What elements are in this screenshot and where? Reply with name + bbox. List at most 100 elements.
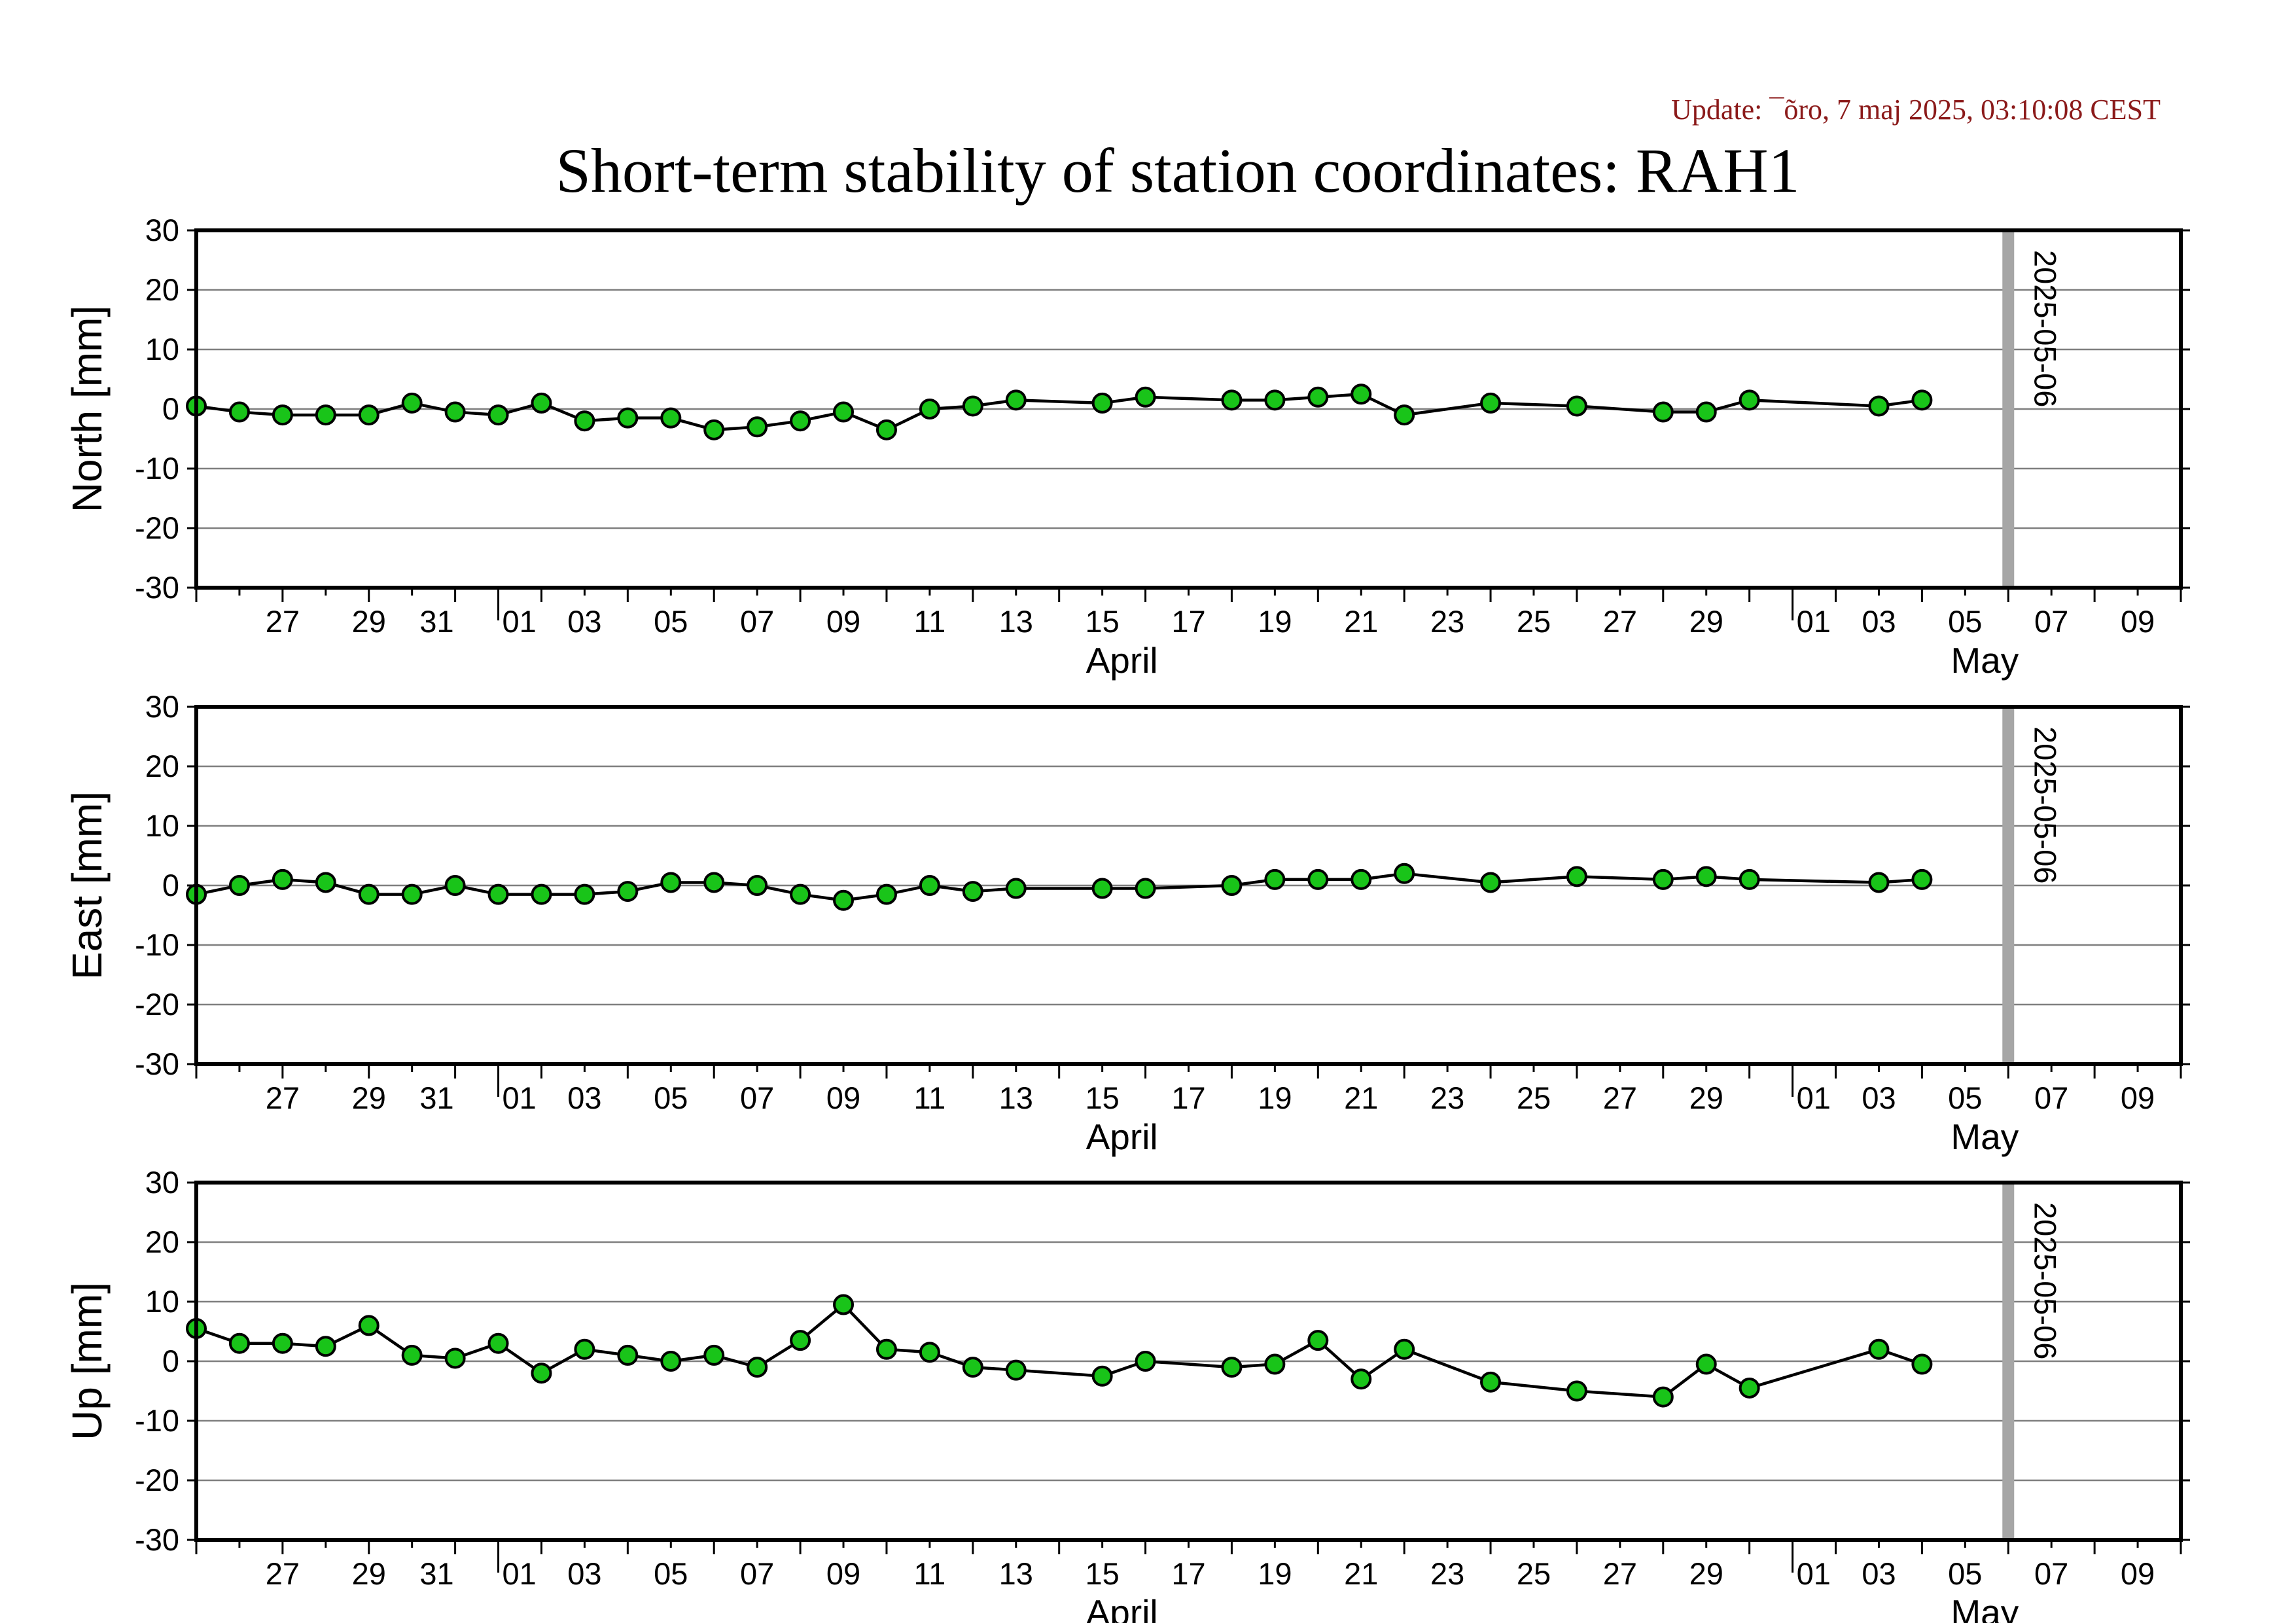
data-point — [962, 395, 983, 417]
x-tick-label: 23 — [1430, 1080, 1464, 1115]
data-point — [875, 419, 897, 440]
x-tick-label: 09 — [2121, 604, 2155, 639]
x-tick-label: 07 — [740, 1556, 774, 1591]
data-point — [1652, 401, 1674, 423]
data-point — [962, 1357, 983, 1378]
x-tick-label: 03 — [1862, 1080, 1896, 1115]
reference-date-label: 2025-05-06 — [2028, 1202, 2062, 1359]
x-tick-label: 27 — [266, 1080, 300, 1115]
data-point — [1652, 868, 1674, 890]
x-tick-label: 05 — [1948, 604, 1982, 639]
data-point — [315, 404, 336, 426]
y-tick-label: 30 — [145, 213, 179, 247]
x-tick-label: 03 — [567, 1556, 601, 1591]
data-point — [228, 875, 250, 896]
x-tick-label: 29 — [1689, 604, 1723, 639]
y-tick-label: 10 — [145, 808, 179, 843]
chart-title: Short-term stability of station coordina… — [556, 135, 1800, 205]
data-point — [401, 392, 423, 414]
x-tick-label: 15 — [1085, 604, 1119, 639]
x-tick-label: 03 — [567, 604, 601, 639]
data-point — [444, 875, 466, 896]
data-point — [1351, 383, 1372, 405]
x-tick-label: 23 — [1430, 604, 1464, 639]
x-tick-label: 25 — [1517, 1080, 1551, 1115]
data-point — [1394, 404, 1415, 426]
y-tick-label: -20 — [135, 987, 179, 1022]
data-point — [531, 883, 552, 905]
y-tick-label: -20 — [135, 1463, 179, 1497]
data-point — [617, 881, 639, 902]
data-point — [1091, 1365, 1113, 1387]
data-point — [1739, 389, 1760, 411]
data-point — [790, 1330, 811, 1351]
data-point — [358, 404, 380, 426]
data-point — [1394, 1338, 1415, 1360]
month-label-april: April — [1086, 1116, 1158, 1157]
x-tick-label: 07 — [740, 604, 774, 639]
data-point — [1695, 401, 1717, 423]
data-point — [1221, 1357, 1243, 1378]
month-label-may: May — [1951, 640, 2019, 681]
data-point — [401, 1344, 423, 1366]
x-tick-label: 31 — [419, 1080, 453, 1115]
y-tick-label: 20 — [145, 272, 179, 307]
x-tick-label: 07 — [2034, 604, 2068, 639]
x-tick-label: 21 — [1344, 604, 1378, 639]
data-point — [1005, 1359, 1027, 1381]
data-point — [1307, 386, 1329, 408]
data-point — [315, 1336, 336, 1357]
y-tick-label: 0 — [162, 1344, 179, 1378]
x-tick-label: 03 — [567, 1080, 601, 1115]
y-tick-label: 20 — [145, 1224, 179, 1259]
data-point — [1307, 1330, 1329, 1351]
y-tick-label: -10 — [135, 451, 179, 486]
x-tick-label: 27 — [1603, 1556, 1637, 1591]
x-tick-label: 01 — [503, 1080, 537, 1115]
data-point — [487, 404, 509, 426]
y-tick-label: -20 — [135, 510, 179, 545]
x-tick-label: 01 — [1797, 1080, 1831, 1115]
x-tick-label: 19 — [1258, 604, 1292, 639]
data-point — [1868, 872, 1890, 893]
x-tick-label: 31 — [419, 604, 453, 639]
y-axis-title: North [mm] — [63, 306, 111, 512]
data-point — [1351, 868, 1372, 890]
x-tick-label: 11 — [913, 604, 945, 639]
plot-frame — [194, 705, 2183, 1066]
reference-date-label: 2025-05-06 — [2028, 726, 2062, 883]
update-timestamp: Update: ¯õro, 7 maj 2025, 03:10:08 CEST — [1671, 94, 2161, 126]
data-point — [1868, 395, 1890, 417]
x-tick-label: 25 — [1517, 1556, 1551, 1591]
data-point — [1135, 878, 1156, 899]
x-tick-label: 27 — [266, 604, 300, 639]
y-tick-label: 10 — [145, 332, 179, 366]
data-point — [1091, 392, 1113, 414]
x-tick-label: 17 — [1171, 1080, 1205, 1115]
y-tick-label: -10 — [135, 927, 179, 962]
x-tick-label: 01 — [503, 1556, 537, 1591]
series-line — [196, 872, 1922, 902]
data-point — [1695, 866, 1717, 887]
data-point — [1868, 1338, 1890, 1360]
x-tick-label: 17 — [1171, 604, 1205, 639]
data-point — [444, 1347, 466, 1369]
data-point — [660, 1351, 682, 1372]
x-tick-label: 01 — [503, 604, 537, 639]
x-tick-label: 05 — [654, 1080, 688, 1115]
x-tick-label: 27 — [1603, 1080, 1637, 1115]
data-point — [617, 1344, 639, 1366]
x-tick-label: 19 — [1258, 1080, 1292, 1115]
data-point — [833, 1294, 855, 1315]
data-point — [1739, 868, 1760, 890]
data-point — [1264, 389, 1286, 411]
x-tick-label: 27 — [266, 1556, 300, 1591]
x-tick-label: 27 — [1603, 604, 1637, 639]
data-point — [790, 883, 811, 905]
data-point — [875, 883, 897, 905]
data-point — [1911, 868, 1933, 890]
y-tick-label: 30 — [145, 1165, 179, 1200]
x-tick-label: 31 — [419, 1556, 453, 1591]
data-point — [1264, 868, 1286, 890]
x-tick-label: 01 — [1797, 604, 1831, 639]
